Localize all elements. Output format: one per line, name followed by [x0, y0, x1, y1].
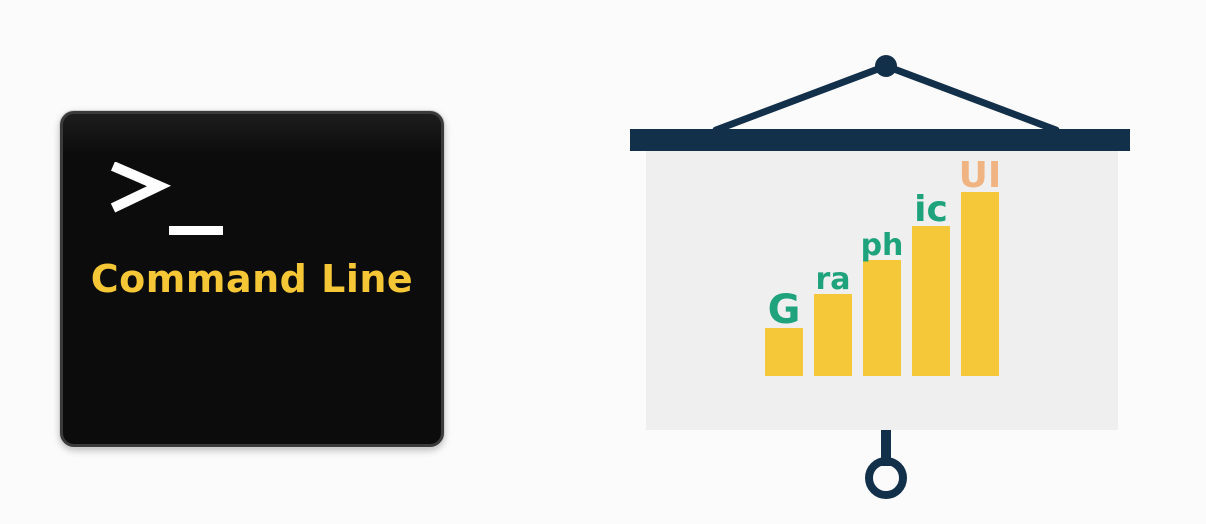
bar-label-1: G: [768, 287, 801, 333]
screen-top-rod: [630, 129, 1130, 151]
bar-label-3: ph: [861, 228, 904, 263]
hanging-cord-right: [882, 62, 1060, 134]
bar-label-4: ic: [914, 189, 948, 230]
terminal-sheen: [63, 114, 441, 154]
terminal-prompt-icon: [110, 162, 223, 235]
pull-ring-icon: [865, 457, 907, 499]
hanging-cord-left: [712, 62, 890, 134]
prompt-chevron: [110, 162, 172, 213]
bar-2: [814, 294, 852, 376]
bar-label-5: UI: [959, 155, 1002, 196]
bar-4: [912, 226, 950, 376]
prompt-cursor: [169, 226, 223, 235]
bar-label-2: ra: [815, 262, 850, 297]
bar-3: [863, 260, 901, 376]
bar-1: [765, 328, 803, 376]
bar-5: [961, 192, 999, 376]
hanging-knob: [875, 55, 897, 77]
command-line-label: Command Line: [90, 257, 414, 301]
pull-string: [881, 430, 891, 466]
command-line-icon: Command Line: [60, 111, 444, 447]
